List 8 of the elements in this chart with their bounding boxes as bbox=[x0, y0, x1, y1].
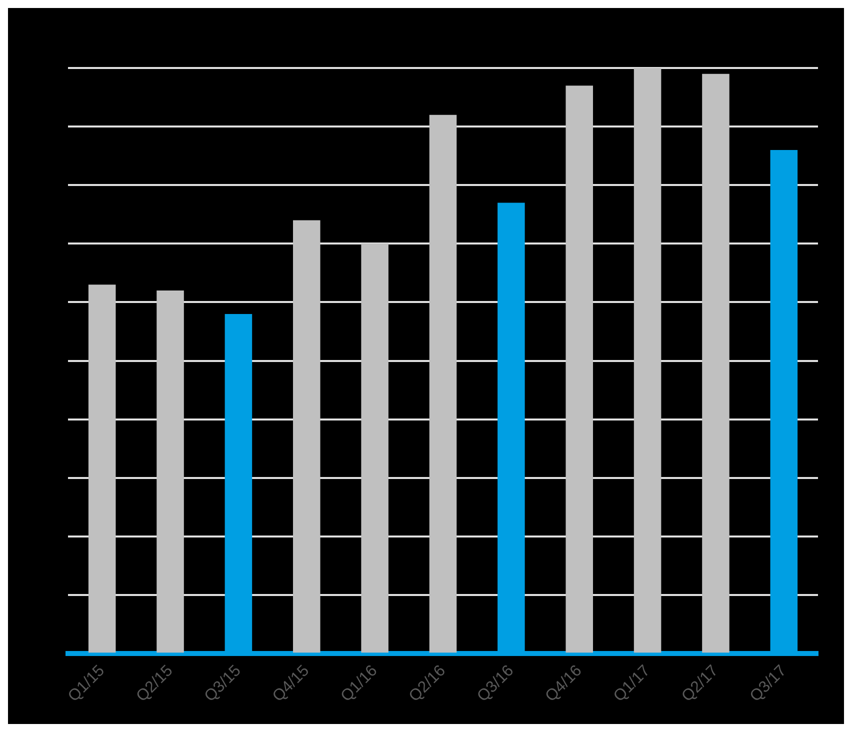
bar bbox=[88, 284, 116, 653]
bar bbox=[429, 114, 457, 653]
bar bbox=[566, 86, 593, 653]
bar bbox=[634, 68, 662, 653]
bar bbox=[361, 244, 388, 653]
bar bbox=[702, 74, 730, 653]
bar bbox=[293, 220, 320, 653]
bar bbox=[156, 290, 184, 653]
